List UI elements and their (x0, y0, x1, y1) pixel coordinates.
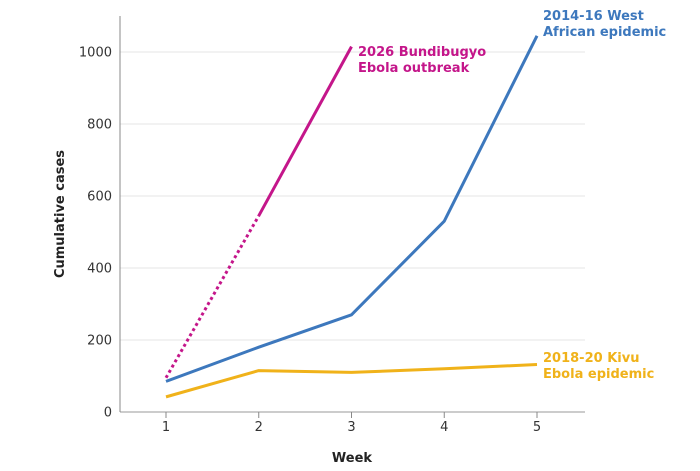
series-1-dashed-line (164, 215, 261, 379)
y-tick-label: 200 (87, 334, 112, 349)
series-1-label: Ebola outbreak (358, 61, 470, 76)
y-axis-ticks: 0 200 400 600 800 1000 (79, 46, 112, 421)
series-1-line (257, 45, 353, 217)
series-2-label: African epidemic (543, 25, 666, 40)
series-1-label: 2026 Bundibugyo (358, 45, 486, 60)
x-axis-title: Week (332, 451, 373, 466)
y-tick-label: 400 (87, 262, 112, 277)
y-tick-label: 1000 (79, 46, 112, 61)
x-tick-label: 4 (440, 420, 448, 435)
series-lines (164, 35, 539, 399)
series-3-label: Ebola epidemic (543, 367, 654, 382)
series-2-line (165, 35, 539, 383)
y-tick-label: 600 (87, 190, 112, 205)
series-2-label: 2014-16 West (543, 9, 644, 24)
x-tick-label: 3 (347, 420, 355, 435)
y-axis-title: Cumulative cases (53, 150, 68, 278)
y-tick-label: 0 (104, 406, 112, 421)
x-axis-ticks: 1 2 3 4 5 (162, 412, 541, 435)
x-tick-label: 2 (255, 420, 263, 435)
series-3-line (165, 362, 538, 399)
y-tick-label: 800 (87, 118, 112, 133)
gridlines (120, 51, 585, 413)
x-tick-label: 5 (533, 420, 541, 435)
series-3-label: 2018-20 Kivu (543, 351, 639, 366)
x-tick-label: 1 (162, 420, 170, 435)
